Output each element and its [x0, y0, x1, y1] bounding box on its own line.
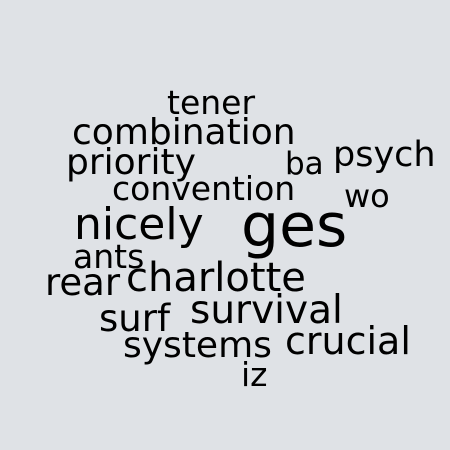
word-surf: surf: [99, 297, 170, 340]
word-ants: ants: [73, 237, 145, 276]
word-rear: rear: [45, 261, 121, 304]
word-ba: ba: [285, 146, 324, 182]
word-systems: systems: [123, 325, 272, 366]
word-priority: priority: [66, 142, 196, 183]
word-charlotte: charlotte: [126, 255, 306, 301]
word-ges: ges: [241, 191, 348, 261]
word-crucial: crucial: [285, 319, 411, 363]
word-tener: tener: [167, 83, 256, 122]
word-survival: survival: [190, 288, 343, 333]
word-iz: iz: [241, 355, 268, 394]
word-wo: wo: [344, 177, 390, 215]
word-combination: combination: [72, 112, 296, 153]
word-nicely: nicely: [74, 199, 204, 250]
word-psych: psych: [333, 135, 436, 175]
word-convention: convention: [112, 169, 296, 208]
